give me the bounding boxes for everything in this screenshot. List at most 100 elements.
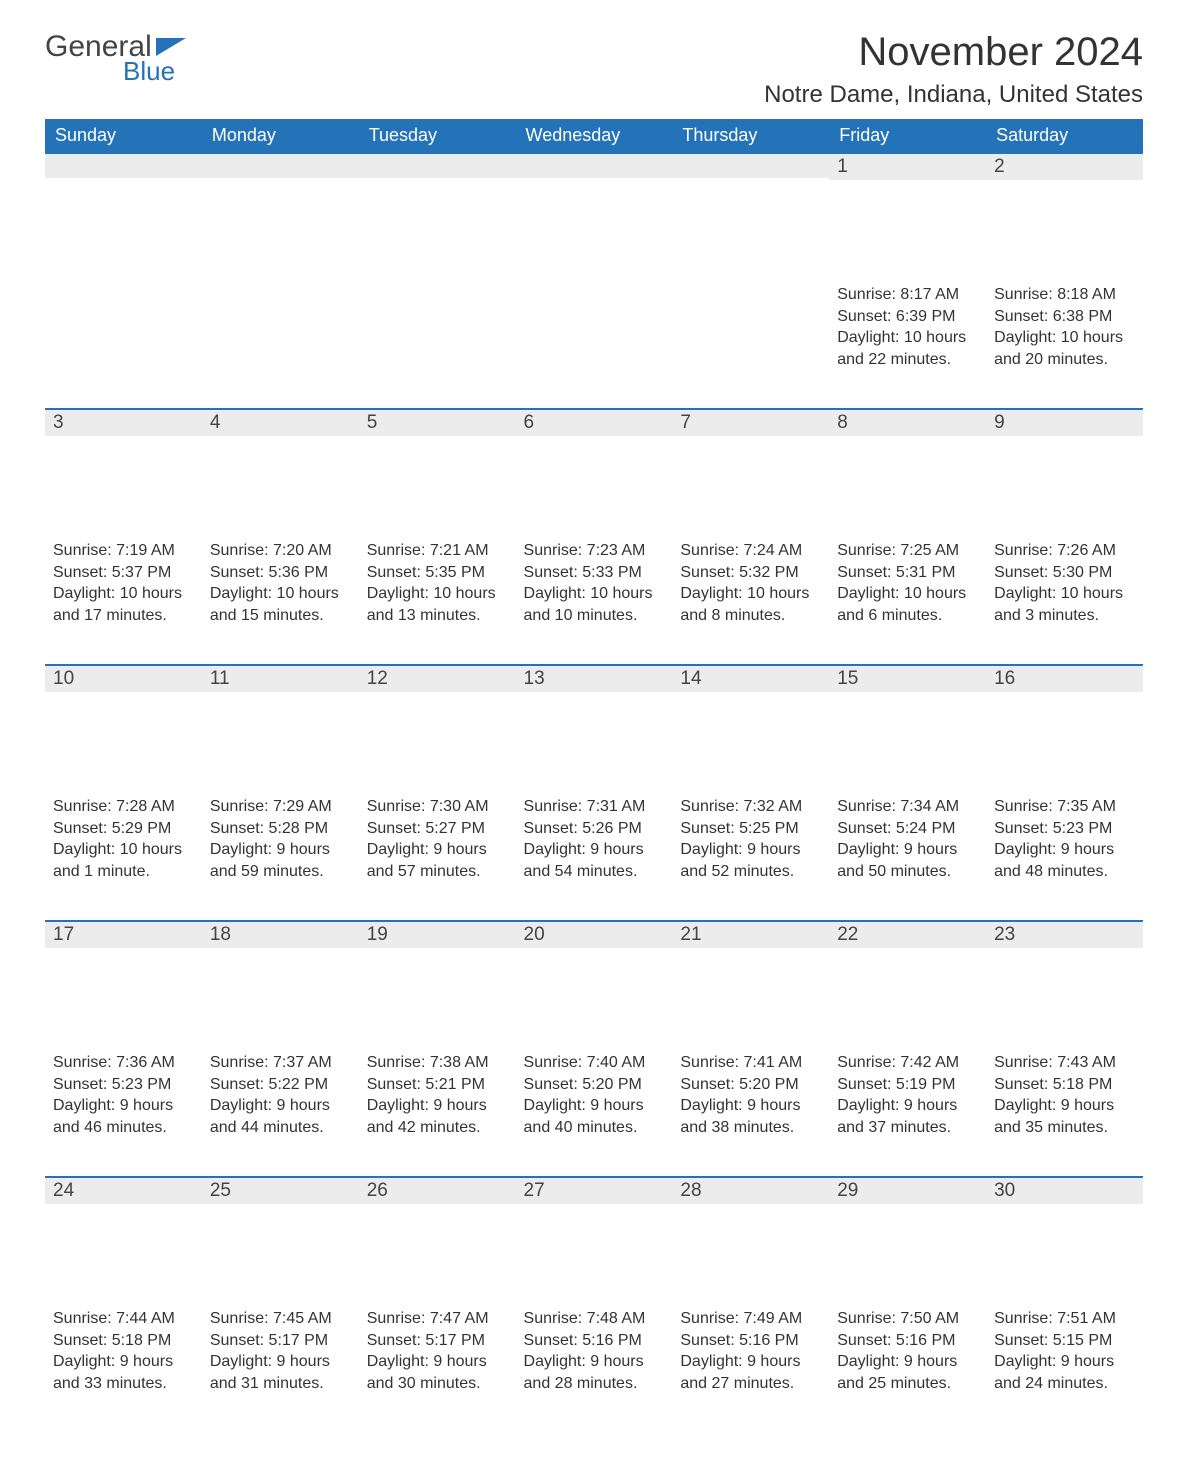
day-number: 19 [359, 920, 516, 948]
day-sunrise: Sunrise: 7:32 AM [680, 796, 821, 818]
day-number: 29 [829, 1176, 986, 1204]
day-data: Sunrise: 7:37 AMSunset: 5:22 PMDaylight:… [202, 1048, 359, 1148]
day-dl1: Daylight: 9 hours [367, 1095, 508, 1117]
day-dl1: Daylight: 10 hours [53, 839, 194, 861]
day-data-cell: Sunrise: 8:18 AMSunset: 6:38 PMDaylight:… [986, 280, 1143, 408]
day-dl2: and 17 minutes. [53, 605, 194, 627]
day-number: 23 [986, 920, 1143, 948]
day-dl2: and 1 minute. [53, 861, 194, 883]
day-data-cell: Sunrise: 7:36 AMSunset: 5:23 PMDaylight:… [45, 1048, 202, 1176]
day-sunset: Sunset: 5:23 PM [53, 1074, 194, 1096]
day-sunrise: Sunrise: 7:38 AM [367, 1052, 508, 1074]
day-data-cell: Sunrise: 7:41 AMSunset: 5:20 PMDaylight:… [672, 1048, 829, 1176]
day-number: 2 [986, 152, 1143, 180]
day-header: Thursday [672, 119, 829, 152]
day-dl1: Daylight: 9 hours [210, 1351, 351, 1373]
month-title: November 2024 [764, 30, 1143, 75]
day-sunrise: Sunrise: 7:40 AM [524, 1052, 665, 1074]
day-dl1: Daylight: 9 hours [994, 839, 1135, 861]
day-sunset: Sunset: 5:16 PM [524, 1330, 665, 1352]
day-data: Sunrise: 7:31 AMSunset: 5:26 PMDaylight:… [516, 792, 673, 892]
day-number-cell: 4 [202, 408, 359, 536]
day-header: Friday [829, 119, 986, 152]
day-number-cell: 5 [359, 408, 516, 536]
day-data: Sunrise: 7:35 AMSunset: 5:23 PMDaylight:… [986, 792, 1143, 892]
day-number-cell: 17 [45, 920, 202, 1048]
day-sunrise: Sunrise: 7:21 AM [367, 540, 508, 562]
day-number-cell [516, 152, 673, 280]
day-sunrise: Sunrise: 7:45 AM [210, 1308, 351, 1330]
day-data-cell: Sunrise: 7:45 AMSunset: 5:17 PMDaylight:… [202, 1304, 359, 1432]
day-sunset: Sunset: 5:24 PM [837, 818, 978, 840]
day-data-cell: Sunrise: 7:31 AMSunset: 5:26 PMDaylight:… [516, 792, 673, 920]
day-sunrise: Sunrise: 7:23 AM [524, 540, 665, 562]
day-dl2: and 8 minutes. [680, 605, 821, 627]
week-daynum-row: 3456789 [45, 408, 1143, 536]
day-sunset: Sunset: 5:20 PM [680, 1074, 821, 1096]
day-dl2: and 27 minutes. [680, 1373, 821, 1395]
day-number-blank [672, 152, 829, 178]
day-dl1: Daylight: 9 hours [994, 1351, 1135, 1373]
day-data-cell: Sunrise: 7:49 AMSunset: 5:16 PMDaylight:… [672, 1304, 829, 1432]
week-data-row: Sunrise: 7:19 AMSunset: 5:37 PMDaylight:… [45, 536, 1143, 664]
day-data: Sunrise: 7:28 AMSunset: 5:29 PMDaylight:… [45, 792, 202, 892]
day-sunrise: Sunrise: 7:19 AM [53, 540, 194, 562]
day-sunrise: Sunrise: 7:44 AM [53, 1308, 194, 1330]
day-number: 22 [829, 920, 986, 948]
day-header: Wednesday [516, 119, 673, 152]
day-dl2: and 20 minutes. [994, 349, 1135, 371]
day-sunrise: Sunrise: 7:51 AM [994, 1308, 1135, 1330]
header: General Blue November 2024 Notre Dame, I… [45, 30, 1143, 109]
day-data-cell: Sunrise: 7:26 AMSunset: 5:30 PMDaylight:… [986, 536, 1143, 664]
day-sunset: Sunset: 5:21 PM [367, 1074, 508, 1096]
location-subtitle: Notre Dame, Indiana, United States [764, 81, 1143, 109]
day-dl1: Daylight: 9 hours [524, 839, 665, 861]
day-number-cell: 19 [359, 920, 516, 1048]
day-sunrise: Sunrise: 7:48 AM [524, 1308, 665, 1330]
day-number-cell: 16 [986, 664, 1143, 792]
day-number-cell: 8 [829, 408, 986, 536]
day-dl2: and 54 minutes. [524, 861, 665, 883]
day-number: 3 [45, 408, 202, 436]
day-sunset: Sunset: 5:27 PM [367, 818, 508, 840]
day-data-cell: Sunrise: 7:32 AMSunset: 5:25 PMDaylight:… [672, 792, 829, 920]
day-header-row: Sunday Monday Tuesday Wednesday Thursday… [45, 119, 1143, 152]
day-dl1: Daylight: 10 hours [524, 583, 665, 605]
week-daynum-row: 17181920212223 [45, 920, 1143, 1048]
day-data: Sunrise: 7:25 AMSunset: 5:31 PMDaylight:… [829, 536, 986, 636]
day-dl1: Daylight: 9 hours [680, 1351, 821, 1373]
day-dl2: and 35 minutes. [994, 1117, 1135, 1139]
day-dl1: Daylight: 9 hours [53, 1351, 194, 1373]
day-dl2: and 22 minutes. [837, 349, 978, 371]
day-data: Sunrise: 7:48 AMSunset: 5:16 PMDaylight:… [516, 1304, 673, 1404]
day-sunrise: Sunrise: 7:26 AM [994, 540, 1135, 562]
day-data: Sunrise: 7:32 AMSunset: 5:25 PMDaylight:… [672, 792, 829, 892]
day-sunset: Sunset: 5:26 PM [524, 818, 665, 840]
day-data: Sunrise: 7:26 AMSunset: 5:30 PMDaylight:… [986, 536, 1143, 636]
day-dl1: Daylight: 10 hours [837, 583, 978, 605]
week-daynum-row: 10111213141516 [45, 664, 1143, 792]
day-dl1: Daylight: 9 hours [524, 1095, 665, 1117]
day-number-cell: 26 [359, 1176, 516, 1304]
day-data: Sunrise: 7:19 AMSunset: 5:37 PMDaylight:… [45, 536, 202, 636]
day-data-cell: Sunrise: 7:37 AMSunset: 5:22 PMDaylight:… [202, 1048, 359, 1176]
day-data-cell: Sunrise: 7:29 AMSunset: 5:28 PMDaylight:… [202, 792, 359, 920]
day-sunrise: Sunrise: 7:36 AM [53, 1052, 194, 1074]
day-sunset: Sunset: 5:16 PM [837, 1330, 978, 1352]
day-sunset: Sunset: 5:25 PM [680, 818, 821, 840]
day-data: Sunrise: 7:34 AMSunset: 5:24 PMDaylight:… [829, 792, 986, 892]
day-number-cell: 2 [986, 152, 1143, 280]
day-number-cell: 25 [202, 1176, 359, 1304]
day-dl2: and 6 minutes. [837, 605, 978, 627]
day-sunrise: Sunrise: 7:42 AM [837, 1052, 978, 1074]
day-dl2: and 40 minutes. [524, 1117, 665, 1139]
day-dl1: Daylight: 10 hours [210, 583, 351, 605]
day-dl1: Daylight: 10 hours [837, 327, 978, 349]
day-sunrise: Sunrise: 7:50 AM [837, 1308, 978, 1330]
day-dl2: and 42 minutes. [367, 1117, 508, 1139]
day-dl2: and 48 minutes. [994, 861, 1135, 883]
day-header: Tuesday [359, 119, 516, 152]
title-block: November 2024 Notre Dame, Indiana, Unite… [764, 30, 1143, 109]
day-dl2: and 3 minutes. [994, 605, 1135, 627]
day-number-cell: 9 [986, 408, 1143, 536]
